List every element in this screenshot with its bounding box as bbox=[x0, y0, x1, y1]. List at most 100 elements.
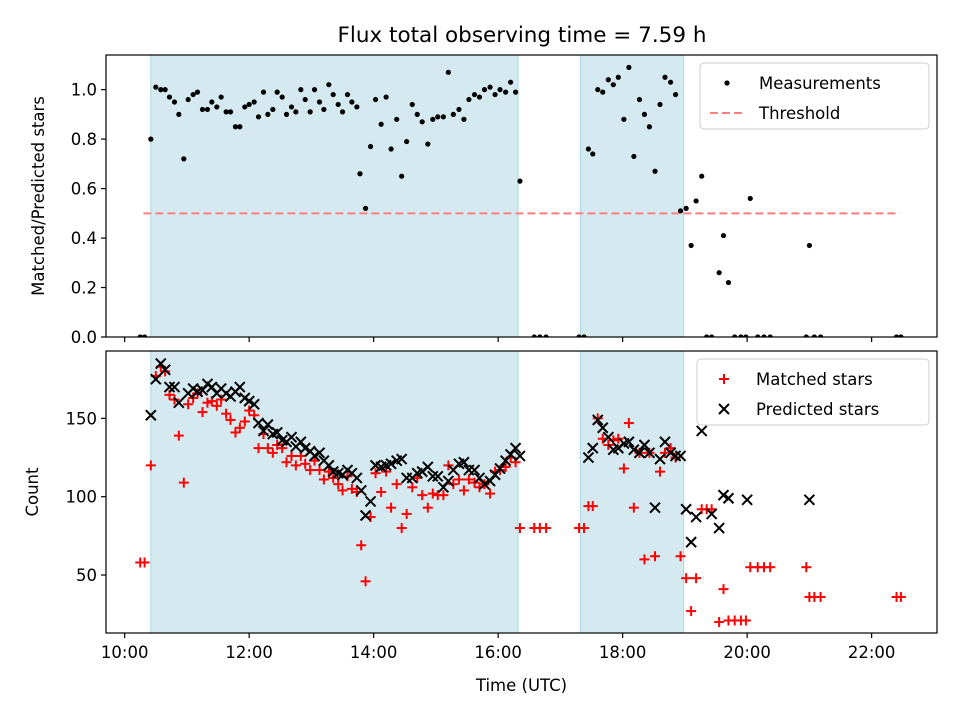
data-point bbox=[636, 96, 643, 103]
data-point bbox=[262, 443, 273, 454]
data-point bbox=[494, 462, 506, 475]
x-tick-label: 12:00 bbox=[225, 643, 273, 662]
data-point bbox=[741, 494, 753, 506]
data-point bbox=[579, 523, 590, 534]
data-point bbox=[659, 436, 671, 448]
data-point bbox=[438, 490, 449, 501]
data-point bbox=[362, 205, 369, 211]
data-point bbox=[581, 334, 587, 337]
data-point bbox=[394, 116, 400, 122]
data-point bbox=[686, 606, 697, 617]
data-point bbox=[290, 460, 301, 471]
data-point bbox=[592, 413, 603, 424]
data-point bbox=[693, 198, 699, 204]
data-point bbox=[543, 334, 549, 337]
data-point bbox=[602, 431, 615, 443]
data-point bbox=[227, 109, 234, 115]
data-point bbox=[815, 591, 826, 602]
data-point bbox=[623, 418, 634, 429]
data-point bbox=[649, 501, 661, 514]
data-point bbox=[251, 99, 257, 105]
data-point bbox=[725, 279, 732, 286]
data-point bbox=[476, 94, 483, 100]
y-tick-label: 0.2 bbox=[71, 279, 97, 298]
data-point bbox=[432, 470, 444, 483]
data-point bbox=[448, 479, 459, 490]
data-point bbox=[354, 104, 360, 110]
data-point bbox=[357, 171, 363, 177]
data-point bbox=[531, 334, 537, 337]
data-point bbox=[895, 591, 906, 602]
data-point bbox=[509, 442, 522, 454]
data-point bbox=[274, 89, 280, 95]
data-point bbox=[253, 443, 264, 454]
data-point bbox=[399, 173, 405, 179]
data-point bbox=[803, 334, 809, 337]
data-point bbox=[257, 425, 270, 437]
data-point bbox=[150, 373, 162, 385]
data-point bbox=[395, 453, 408, 465]
data-point bbox=[216, 394, 227, 405]
data-point bbox=[664, 447, 677, 459]
data-point bbox=[898, 334, 904, 337]
y-tick-label: 50 bbox=[76, 566, 97, 585]
data-point bbox=[463, 474, 474, 485]
y-tick-label: 100 bbox=[66, 488, 98, 507]
data-point bbox=[659, 447, 670, 458]
data-point bbox=[285, 431, 298, 443]
data-point bbox=[466, 96, 472, 103]
data-point bbox=[351, 472, 363, 484]
data-point bbox=[209, 99, 215, 105]
data-point bbox=[419, 119, 425, 125]
data-point bbox=[139, 557, 150, 568]
data-point bbox=[176, 111, 182, 117]
data-point bbox=[718, 584, 729, 595]
data-point bbox=[605, 77, 611, 83]
data-point bbox=[456, 106, 462, 113]
data-point bbox=[806, 242, 812, 249]
data-point bbox=[221, 408, 232, 419]
legend-label: Threshold bbox=[758, 104, 840, 123]
figure-title: Flux total observing time = 7.59 h bbox=[338, 23, 707, 48]
x-tick-label: 18:00 bbox=[599, 643, 647, 662]
data-point bbox=[321, 106, 327, 113]
data-point bbox=[618, 463, 629, 474]
data-point bbox=[307, 109, 313, 115]
data-point bbox=[367, 143, 374, 150]
data-point bbox=[517, 178, 523, 184]
data-point bbox=[803, 494, 816, 506]
data-point bbox=[230, 427, 241, 438]
y-tick-label: 0.0 bbox=[71, 328, 97, 347]
data-point bbox=[713, 522, 725, 534]
observing-window-2 bbox=[579, 54, 685, 338]
data-point bbox=[680, 503, 692, 515]
data-point bbox=[628, 443, 640, 456]
data-point bbox=[316, 99, 323, 105]
data-point bbox=[427, 488, 438, 499]
data-point bbox=[461, 116, 467, 122]
data-point bbox=[302, 96, 308, 103]
data-point bbox=[298, 87, 304, 93]
legend-marker bbox=[719, 374, 729, 384]
data-point bbox=[356, 540, 367, 551]
data-point bbox=[468, 464, 481, 476]
data-point bbox=[767, 334, 773, 337]
data-point bbox=[427, 470, 439, 483]
data-point bbox=[359, 509, 372, 522]
data-point bbox=[360, 576, 371, 587]
x-tick-label: 10:00 bbox=[101, 643, 149, 662]
data-point bbox=[262, 418, 274, 431]
bottom-panel-count-chart: 50 100 150 10:00 12:00 14:00 16:00 18:00 20:00 22… bbox=[23, 350, 938, 695]
data-point bbox=[714, 617, 725, 628]
data-point bbox=[311, 87, 318, 93]
data-point bbox=[417, 490, 428, 501]
data-point bbox=[339, 109, 346, 115]
legend-marker bbox=[724, 80, 730, 86]
data-point bbox=[185, 96, 191, 103]
data-point bbox=[314, 465, 325, 476]
data-point bbox=[590, 151, 596, 157]
data-point bbox=[158, 87, 164, 93]
data-point bbox=[234, 381, 246, 393]
data-point bbox=[765, 562, 776, 573]
